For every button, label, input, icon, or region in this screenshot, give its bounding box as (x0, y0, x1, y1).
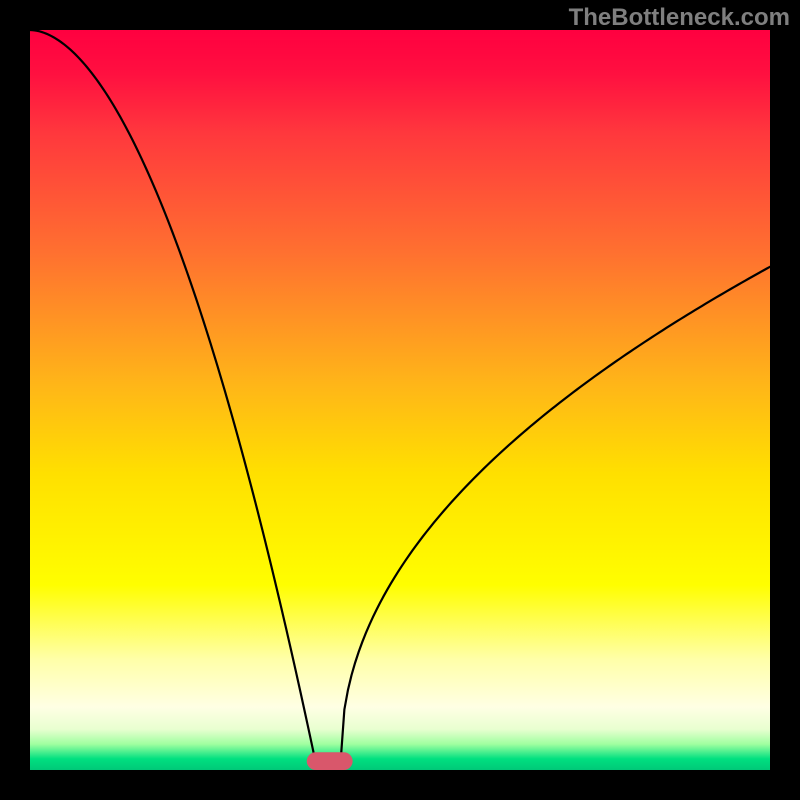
chart-container: TheBottleneck.com (0, 0, 800, 800)
bottleneck-chart (30, 30, 770, 770)
watermark-label: TheBottleneck.com (569, 4, 790, 32)
plot-background (30, 30, 770, 770)
optimum-marker (307, 752, 353, 770)
